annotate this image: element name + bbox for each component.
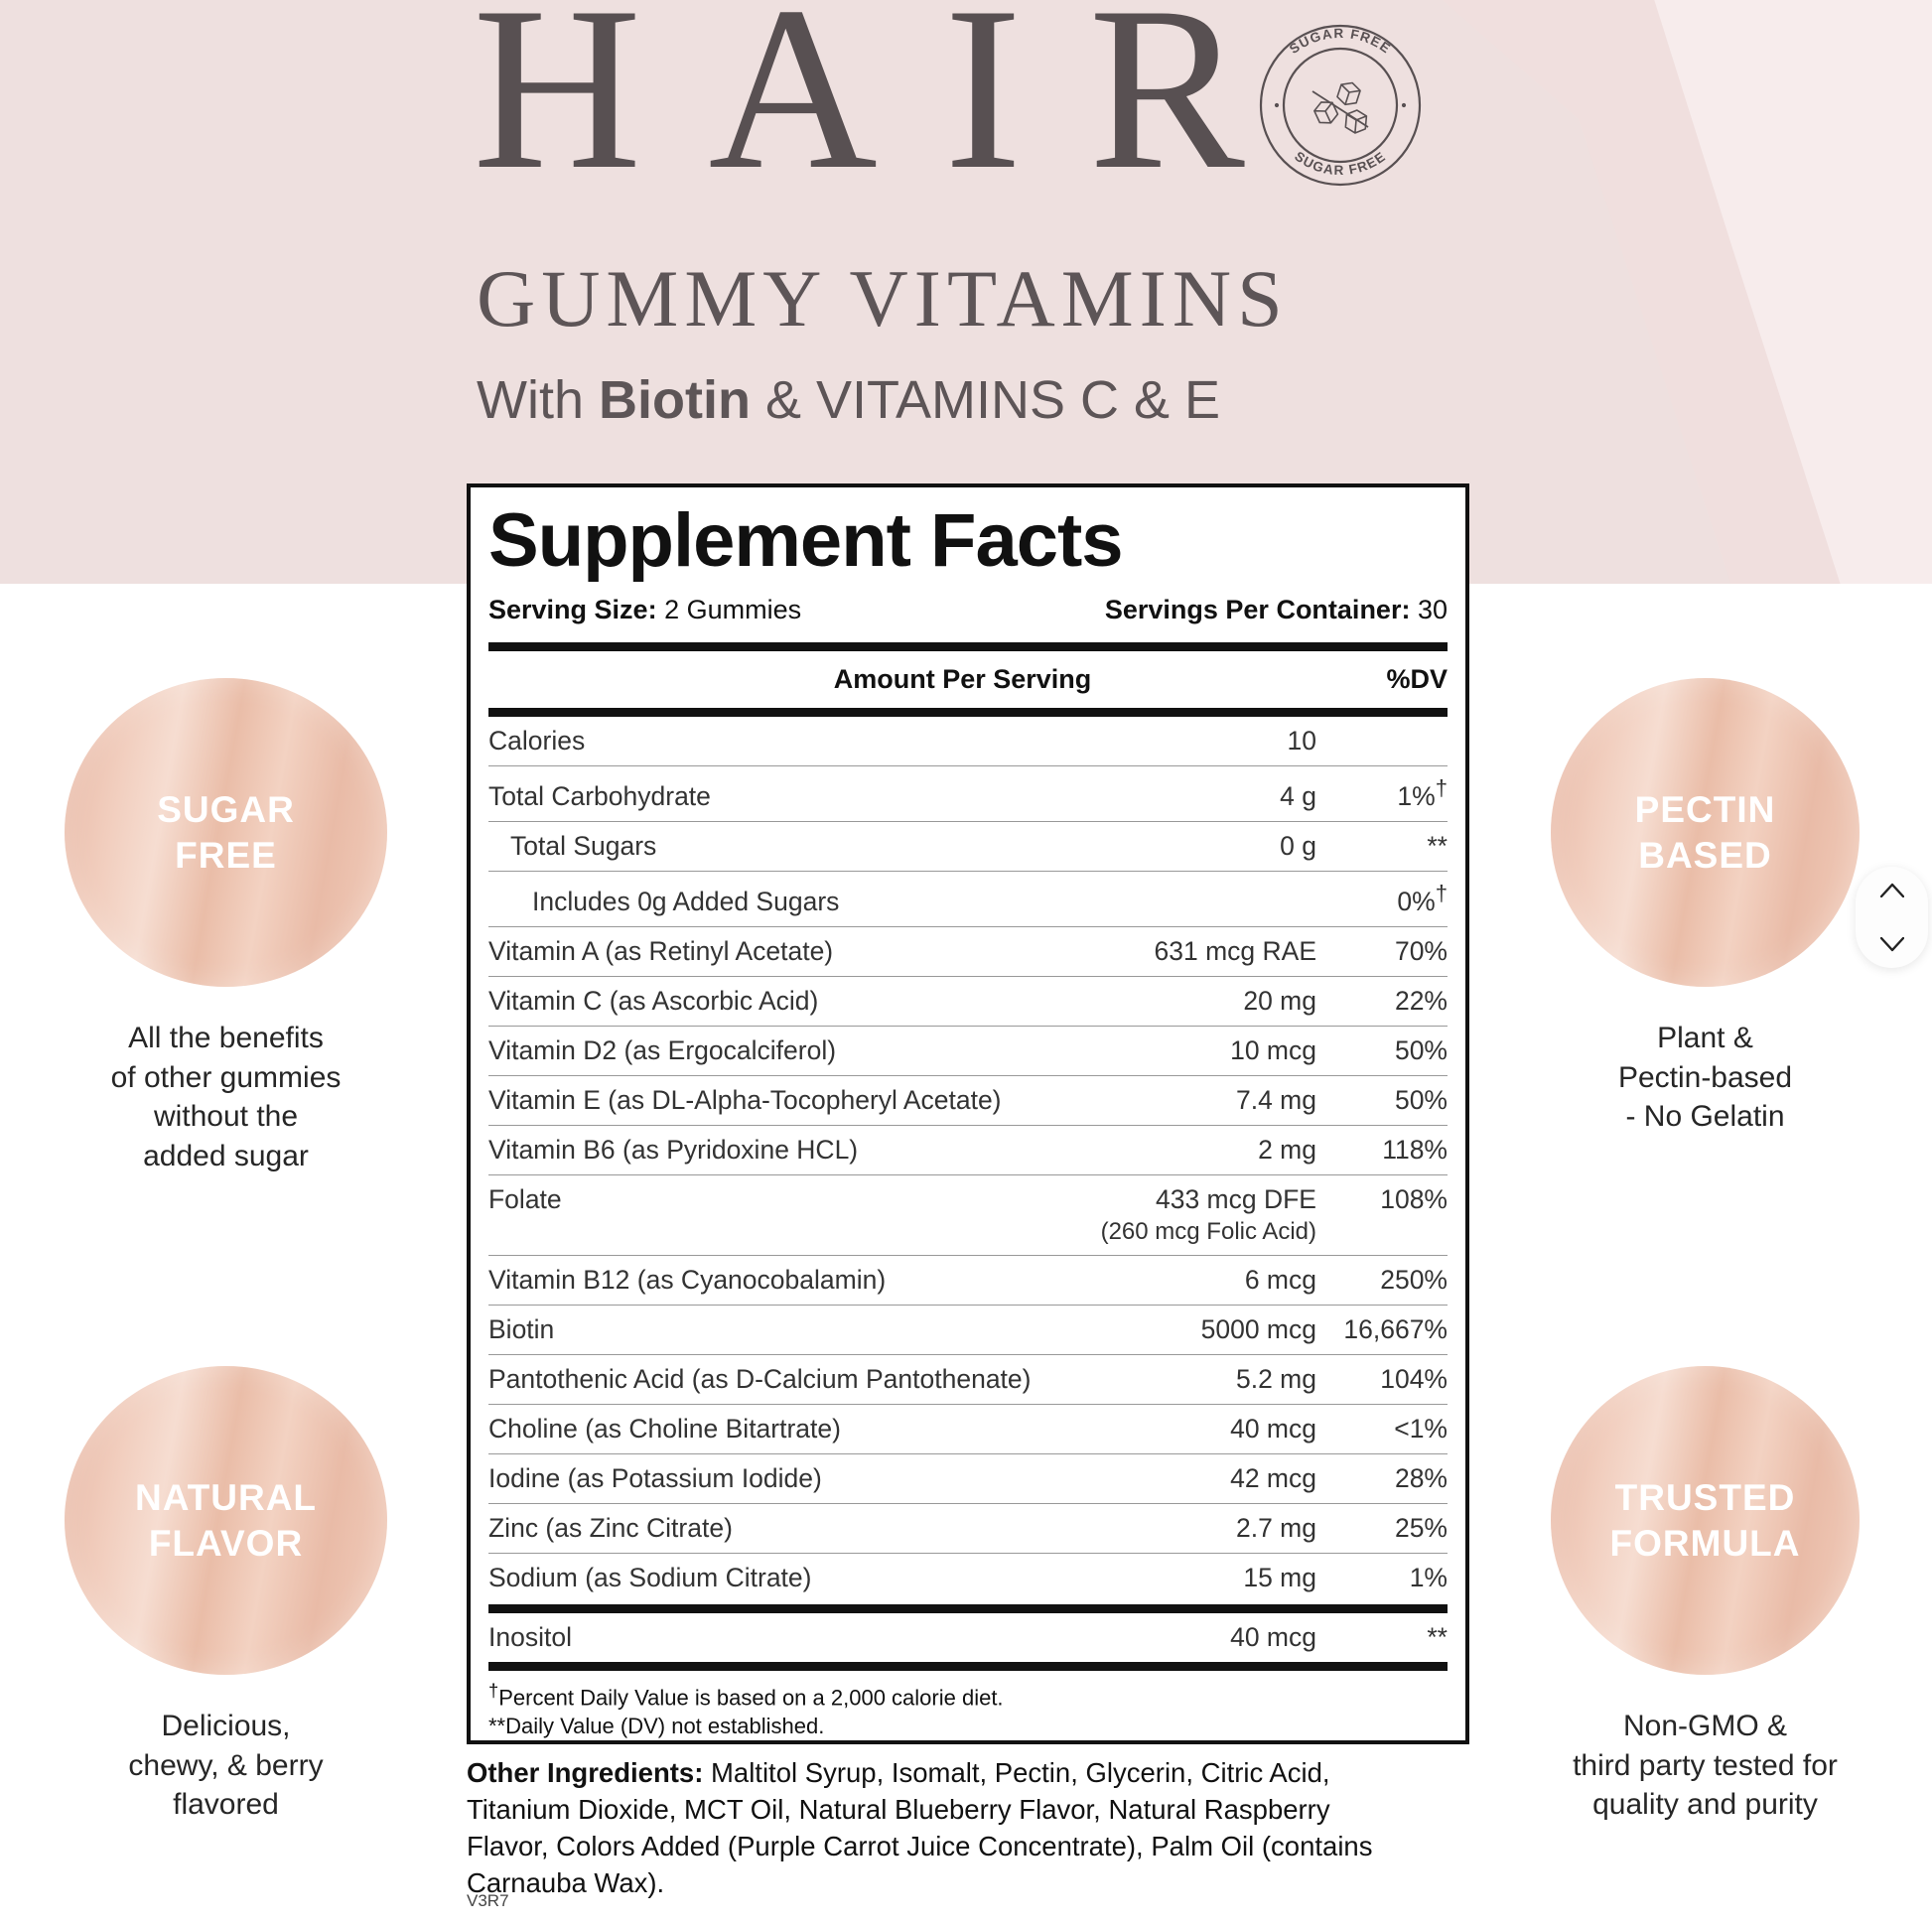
svg-text:SUGAR FREE: SUGAR FREE [1287, 26, 1394, 57]
svg-text:SUGAR FREE: SUGAR FREE [1292, 149, 1389, 179]
